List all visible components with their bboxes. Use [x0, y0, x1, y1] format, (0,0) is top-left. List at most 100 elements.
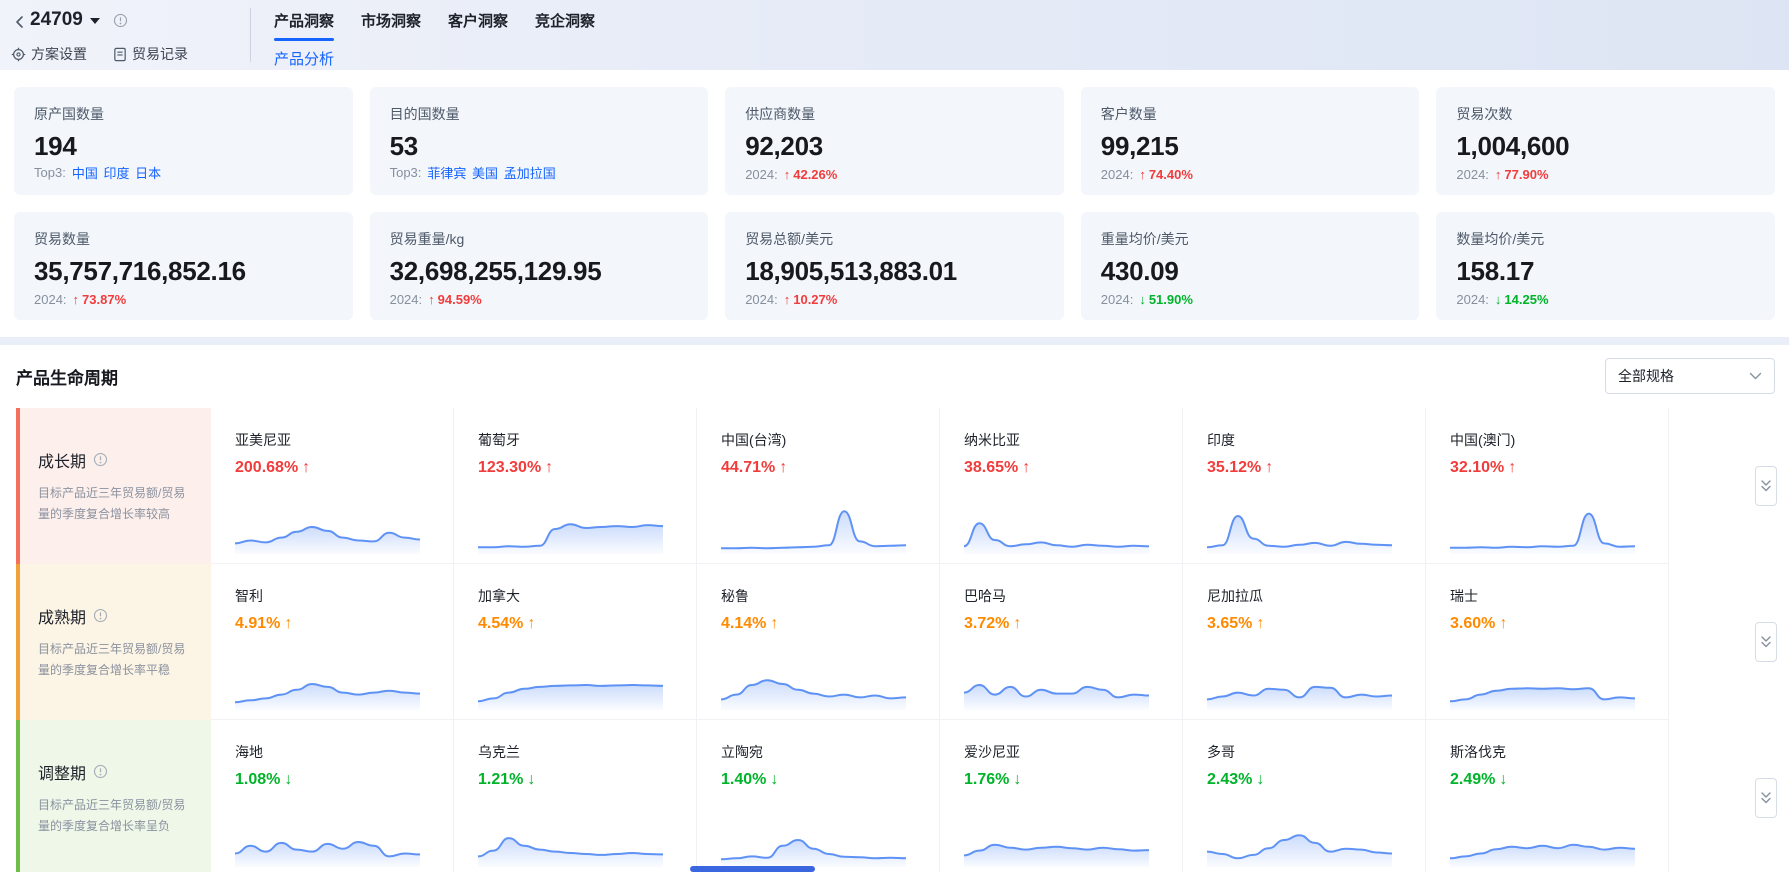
trend-sparkline: [1207, 834, 1392, 867]
back-button[interactable]: [10, 12, 30, 32]
trend-up-icon: ↑: [284, 615, 293, 632]
stat-label: 供应商数量: [745, 106, 816, 122]
stat-trend: 2024: ↑ 10.27%: [745, 292, 838, 307]
country-name: 秘鲁: [721, 588, 749, 604]
spec-filter-select[interactable]: 全部规格: [1605, 358, 1775, 394]
stat-card-trade-weight: 贸易重量/kg 32,698,255,129.95 2024: ↑ 94.59%: [369, 212, 709, 320]
lifecycle-cell: 葡萄牙 123.30% ↑: [454, 408, 697, 564]
stat-label: 贸易次数: [1456, 106, 1513, 122]
trend-down-icon: ↓: [770, 771, 779, 788]
top3-link[interactable]: 日本: [135, 166, 162, 181]
scheme-settings-button[interactable]: 方案设置: [11, 44, 87, 64]
stat-top3: Top3: 菲律宾 美国 孟加拉国: [390, 163, 689, 182]
info-icon[interactable]: [113, 13, 128, 33]
growth-rate: 35.12% ↑: [1207, 459, 1274, 476]
lifecycle-cell: 巴哈马 3.72% ↑: [940, 564, 1183, 720]
info-icon[interactable]: [93, 764, 108, 779]
lifecycle-cell: 纳米比亚 38.65% ↑: [940, 408, 1183, 564]
top3-link[interactable]: 美国: [472, 166, 499, 181]
stat-value: 53: [389, 131, 419, 161]
tab-customer-insight[interactable]: 客户洞察: [448, 13, 509, 30]
stat-card-trade-quantity: 贸易数量 35,757,716,852.16 2024: ↑ 73.87%: [14, 212, 353, 320]
stat-value: 430.09: [1100, 256, 1179, 286]
growth-rate: 3.60% ↑: [1450, 615, 1508, 632]
lifecycle-row-mature: 成熟期 目标产品近三年贸易额/贸易量的季度复合增长率平稳 智利 4.91% ↑ 加…: [16, 564, 1789, 720]
top3-link[interactable]: 印度: [103, 166, 130, 181]
stat-card-trade-value: 贸易总额/美元 18,905,513,883.01 2024: ↑ 10.27%: [725, 212, 1064, 320]
spec-filter-value: 全部规格: [1618, 368, 1674, 384]
stat-value: 158.17: [1456, 256, 1535, 286]
trend-down-icon: ↓: [1499, 771, 1508, 788]
trend-sparkline: [235, 841, 420, 867]
expand-row-button[interactable]: [1755, 778, 1777, 818]
expand-row-button[interactable]: [1755, 466, 1777, 506]
stat-value: 18,905,513,883.01: [745, 256, 957, 286]
lifecycle-cell: 亚美尼亚 200.68% ↑: [211, 408, 454, 564]
trend-up-icon: ↑: [783, 292, 791, 307]
section-divider: [0, 337, 1789, 345]
trend-up-icon: ↑: [428, 292, 435, 307]
stats-section: 原产国数量 194 Top3: 中国 印度 日本 目的国数量 53 Top3: …: [0, 70, 1789, 320]
year-label: 2024:: [1456, 167, 1489, 182]
stat-card-trade-count: 贸易次数 1,004,600 2024: ↑ 77.90%: [1436, 87, 1775, 195]
expand-row-button[interactable]: [1755, 622, 1777, 662]
stat-value: 32,698,255,129.95: [389, 256, 602, 286]
document-icon: [114, 47, 126, 61]
trend-sparkline: [1207, 685, 1392, 710]
trend-sparkline: [721, 679, 906, 710]
growth-rate: 1.08% ↓: [235, 771, 293, 788]
growth-rate: 2.49% ↓: [1450, 771, 1508, 788]
country-name: 乌克兰: [478, 744, 520, 760]
top3-link[interactable]: 菲律宾: [427, 166, 467, 181]
tab-competitor-insight[interactable]: 竞企洞察: [535, 13, 596, 30]
country-name: 海地: [235, 744, 263, 760]
horizontal-scrollbar-thumb[interactable]: [690, 866, 815, 872]
stage-label-growth: 成长期 目标产品近三年贸易额/贸易量的季度复合增长率较高: [16, 408, 211, 564]
trend-down-icon: ↓: [527, 771, 536, 788]
country-name: 中国(澳门): [1450, 432, 1516, 448]
trend-sparkline: [235, 683, 420, 710]
country-name: 葡萄牙: [478, 432, 520, 448]
project-selector[interactable]: 24709: [30, 9, 100, 31]
trend-sparkline: [1450, 843, 1635, 867]
trend-up-icon: ↑: [779, 459, 788, 476]
stat-card-suppliers: 供应商数量 92,203 2024: ↑ 42.26%: [725, 87, 1064, 195]
main-nav-tabs: 产品洞察 市场洞察 客户洞察 竞企洞察: [274, 10, 595, 41]
stat-label: 原产国数量: [34, 106, 104, 122]
lifecycle-cell: 爱沙尼亚 1.76% ↓: [940, 720, 1183, 872]
lifecycle-cell: 海地 1.08% ↓: [211, 720, 454, 872]
trend-up-icon: ↑: [1508, 459, 1517, 476]
tab-product-insight[interactable]: 产品洞察: [274, 10, 335, 41]
country-name: 亚美尼亚: [235, 432, 291, 448]
trend-sparkline: [478, 837, 663, 867]
trade-records-button[interactable]: 贸易记录: [113, 44, 188, 64]
info-icon[interactable]: [93, 452, 108, 467]
gear-icon: [11, 47, 26, 61]
lifecycle-cell: 立陶宛 1.40% ↓: [697, 720, 940, 872]
tab-market-insight[interactable]: 市场洞察: [361, 13, 422, 30]
trend-sparkline: [1450, 687, 1635, 710]
lifecycle-cell: 中国(澳门) 32.10% ↑: [1426, 408, 1669, 564]
growth-rate: 3.72% ↑: [964, 615, 1022, 632]
stat-label: 目的国数量: [389, 106, 460, 122]
growth-rate: 4.14% ↑: [721, 615, 779, 632]
trend-sparkline: [964, 843, 1149, 867]
growth-rate: 200.68% ↑: [235, 459, 311, 476]
info-icon[interactable]: [93, 608, 108, 623]
top3-link[interactable]: 中国: [71, 166, 98, 181]
stat-value: 92,203: [745, 131, 823, 161]
header-divider: [250, 8, 251, 62]
lifecycle-cell: 加拿大 4.54% ↑: [454, 564, 697, 720]
top3-link[interactable]: 孟加拉国: [503, 166, 556, 181]
project-id: 24709: [30, 9, 83, 30]
trend-up-icon: ↑: [1139, 167, 1146, 182]
stage-title: 调整期: [38, 765, 87, 783]
subtab-product-analysis[interactable]: 产品分析: [274, 51, 335, 68]
double-chevron-down-icon: [1761, 636, 1771, 648]
trend-up-icon: ↑: [1494, 167, 1502, 182]
trend-up-icon: ↑: [783, 167, 791, 182]
trend-up-icon: ↑: [527, 615, 536, 632]
trend-up-icon: ↑: [72, 292, 80, 307]
trend-sparkline: [478, 523, 663, 554]
trade-records-label: 贸易记录: [132, 46, 188, 62]
